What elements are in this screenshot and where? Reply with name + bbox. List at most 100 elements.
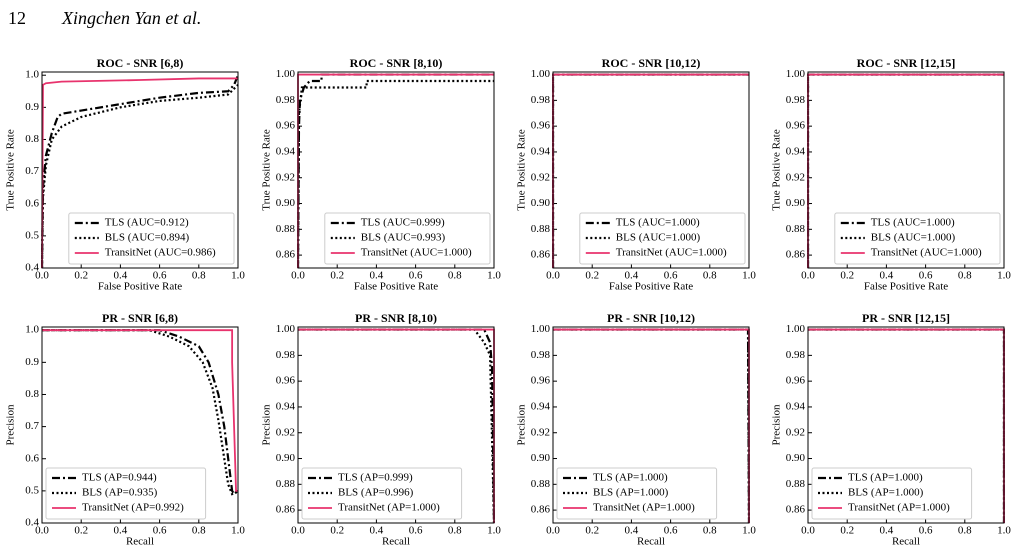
series-line [297,79,494,269]
chart-title: PR - SNR [10,12) [607,311,695,325]
x-axis-label: Recall [126,536,154,548]
y-tick-label: 1.0 [25,69,39,81]
x-tick-label: 0.0 [801,270,815,282]
y-tick-label: 0.86 [786,249,806,261]
y-tick-label: 0.98 [531,349,551,361]
plot-area [41,74,239,269]
y-tick-label: 1.00 [276,323,296,335]
legend-box [324,212,491,265]
y-tick-label: 0.8 [25,133,39,145]
legend-label: TransitNet (AP=1.000) [593,502,695,514]
y-tick-label: 0.94 [531,400,551,412]
plot-area [42,329,239,496]
y-tick-label: 1.00 [276,68,296,80]
x-tick-label: 0.8 [703,525,717,537]
y-tick-label: 0.4 [25,262,39,274]
y-axis-label: True Positive Rate [516,129,528,211]
chart-title: ROC - SNR [6,8) [97,56,184,70]
legend-box [811,467,973,520]
x-axis-label: Recall [892,536,920,548]
legend-label: TLS (AUC=1.000) [616,217,700,229]
legend-label: BLS (AUC=0.894) [105,232,190,244]
y-tick-label: 0.90 [786,197,806,209]
x-tick-label: 0.2 [840,270,854,282]
y-tick-label: 0.92 [276,171,295,183]
y-tick-label: 0.9 [25,356,39,368]
x-tick-label: 0.0 [546,525,560,537]
x-tick-label: 0.6 [664,525,678,537]
x-tick-label: 0.2 [585,525,599,537]
x-tick-label: 0.4 [370,270,384,282]
y-axis-label: Precision [5,404,17,445]
y-axis-label: True Positive Rate [261,129,273,211]
legend-label: TLS (AUC=0.912) [105,217,189,229]
chart-title: ROC - SNR [12,15] [857,56,956,70]
authors: Xingchen Yan et al. [61,8,201,28]
x-tick-label: 0.4 [370,525,384,537]
y-tick-label: 0.5 [25,484,39,496]
y-axis-label: True Positive Rate [5,129,17,211]
x-axis-label: False Positive Rate [609,281,693,293]
chart-title: ROC - SNR [8,10) [350,56,443,70]
y-tick-label: 0.98 [276,349,296,361]
y-tick-label: 1.00 [531,323,551,335]
x-tick-label: 1.0 [997,270,1011,282]
x-axis-label: Recall [637,536,665,548]
legend-label: TransitNet (AP=1.000) [338,502,440,514]
axes-frame [41,71,239,269]
legend-label: TLS (AP=1.000) [848,472,923,484]
x-tick-label: 0.0 [546,270,560,282]
x-tick-label: 0.8 [958,270,972,282]
x-tick-label: 0.6 [153,525,167,537]
axes-frame [41,326,239,524]
x-tick-label: 0.0 [291,270,305,282]
legend-label: TLS (AP=0.999) [338,472,413,484]
legend-label: TransitNet (AUC=1.000) [871,247,982,259]
x-tick-label: 1.0 [487,525,501,537]
x-tick-label: 1.0 [742,525,756,537]
y-axis-label: Precision [261,404,273,445]
x-tick-label: 0.6 [664,270,678,282]
y-tick-label: 0.94 [276,400,296,412]
y-tick-label: 0.96 [786,120,806,132]
y-tick-label: 0.90 [531,197,551,209]
legend-label: TLS (AUC=1.000) [871,217,955,229]
y-tick-label: 0.90 [786,452,806,464]
x-tick-label: 1.0 [487,270,501,282]
series-line [42,329,239,496]
legend-label: TLS (AP=0.944) [82,472,157,484]
y-tick-label: 0.92 [531,171,550,183]
page-number: 12 [8,8,26,28]
y-tick-label: 0.6 [25,197,39,209]
x-tick-label: 0.8 [448,525,462,537]
x-tick-label: 0.4 [114,525,128,537]
y-tick-label: 0.92 [531,426,550,438]
series-line [42,329,238,492]
y-tick-label: 0.88 [276,478,296,490]
y-tick-label: 0.96 [786,375,806,387]
x-tick-label: 0.4 [625,525,639,537]
x-tick-label: 1.0 [231,270,245,282]
axes-frame [807,326,1005,524]
legend-box [579,212,746,265]
legend-label: BLS (AP=1.000) [593,487,669,499]
legend-label: BLS (AUC=0.993) [361,232,446,244]
x-tick-label: 0.8 [192,525,206,537]
legend-label: TransitNet (AUC=1.000) [616,247,727,259]
y-tick-label: 0.9 [25,101,39,113]
y-tick-label: 0.98 [276,94,296,106]
x-tick-label: 0.0 [35,525,49,537]
y-tick-label: 0.90 [531,452,551,464]
axes-frame [297,71,495,269]
y-tick-label: 0.88 [786,223,806,235]
axes-frame [807,71,1005,269]
y-tick-label: 0.86 [276,504,296,516]
chart-title: PR - SNR [8,10) [355,311,437,325]
x-tick-label: 0.4 [114,270,128,282]
x-axis-label: False Positive Rate [354,281,438,293]
x-tick-label: 0.2 [74,525,88,537]
y-tick-label: 1.00 [531,68,551,80]
x-tick-label: 0.0 [291,525,305,537]
y-tick-label: 0.6 [25,452,39,464]
x-tick-label: 0.2 [330,525,344,537]
